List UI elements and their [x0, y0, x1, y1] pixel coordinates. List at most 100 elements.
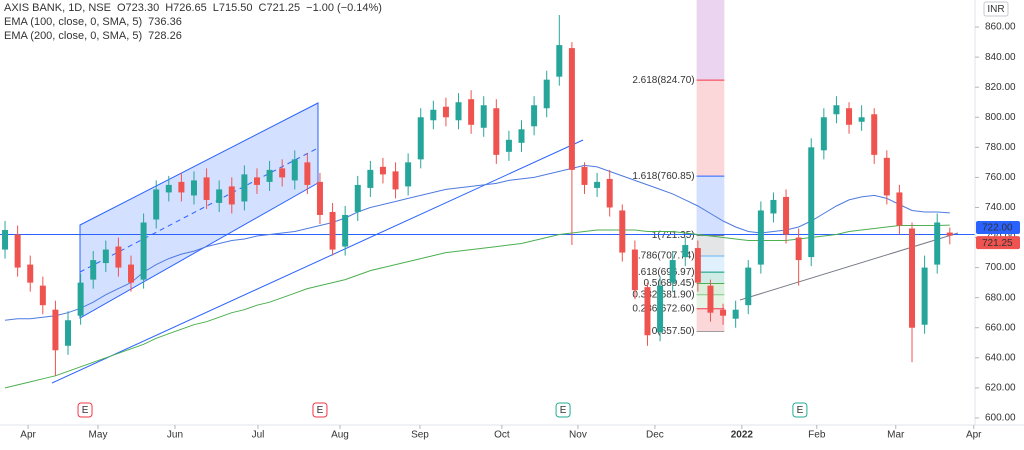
y-tick-label: 620.00	[985, 383, 1016, 394]
candle-body	[304, 162, 311, 185]
candle-body	[52, 309, 59, 351]
fib-zone	[696, 255, 725, 273]
candle-body	[216, 189, 223, 203]
candle-body	[316, 181, 323, 215]
candle-body	[619, 210, 626, 253]
price-tag-label: 722.00	[982, 223, 1013, 234]
fib-label: 1(721.35)	[652, 230, 695, 241]
x-tick-label: Nov	[569, 430, 587, 441]
candle-body	[405, 162, 412, 187]
candle-body	[909, 228, 916, 328]
currency: INR	[987, 4, 1004, 15]
candle-body	[631, 249, 638, 291]
candle-body	[14, 234, 21, 268]
y-tick-label: 600.00	[985, 413, 1016, 424]
candle-body	[795, 237, 802, 261]
legend-ohlc: −1.00 (−0.14%)	[306, 2, 382, 14]
candle-body	[2, 230, 9, 250]
candle-body	[430, 109, 437, 121]
plot-area: 0(657.50) 0.236(672.60) 0.382(681.90)0.5(6…	[0, 0, 975, 389]
x-tick-label: Dec	[646, 430, 664, 441]
legend-ohlc: C721.25	[259, 2, 301, 14]
fib-label: 2.618(824.70)	[632, 75, 694, 86]
y-tick-label: 860.00	[985, 22, 1016, 33]
candle-body	[27, 264, 34, 283]
candle-body	[518, 129, 525, 143]
legend-ohlc: L715.50	[213, 2, 253, 14]
candle-body	[379, 166, 386, 175]
legend: AXIS BANK, 1D, NSE O723.30 H726.65 L715.50 C…	[4, 2, 382, 42]
candle-body	[90, 260, 97, 280]
candle-body	[153, 189, 160, 220]
fib-label: 0.786(707.74)	[632, 251, 694, 262]
candle-body	[934, 222, 941, 265]
price-tag-label: 721.25	[982, 238, 1013, 249]
candle-body	[883, 157, 890, 196]
candle-body	[39, 285, 46, 306]
parallel-channel	[79, 102, 319, 319]
candle-body	[392, 171, 399, 190]
y-tick-label: 760.00	[985, 172, 1016, 183]
x-tick-label: Apr	[966, 430, 982, 441]
candle-body	[442, 106, 449, 118]
candle-body	[468, 99, 475, 125]
event-label: E	[797, 405, 804, 416]
price-tag	[976, 236, 1020, 250]
candle-body	[820, 117, 827, 151]
x-tick-label: May	[89, 430, 108, 441]
y-tick-label: 700.00	[985, 262, 1016, 273]
y-tick-label: 740.00	[985, 202, 1016, 213]
candle-body	[682, 245, 689, 258]
y-tick-label: 640.00	[985, 352, 1016, 363]
candle-body	[178, 181, 185, 193]
candle-body	[291, 159, 298, 181]
candle-body	[253, 177, 260, 185]
fib-zone	[696, 235, 725, 256]
candle-body	[606, 178, 613, 208]
candle-body	[505, 139, 512, 152]
candle-body	[241, 174, 248, 202]
candle-body	[556, 45, 563, 77]
ema-line	[4, 224, 950, 389]
candle-body	[203, 177, 210, 200]
fib-label: 0.382(681.90)	[632, 289, 694, 300]
fib-label: 0.618(696.97)	[632, 267, 694, 278]
candle-body	[896, 192, 903, 226]
candle-body	[808, 147, 815, 258]
x-tick-label: Oct	[494, 430, 510, 441]
fib-label: 0.236(672.60)	[632, 303, 694, 314]
candle-body	[480, 105, 487, 128]
event-marker	[312, 402, 328, 418]
legend-series-name: EMA (200, close, 0, SMA, 5)	[4, 30, 142, 42]
candle-body	[946, 232, 953, 236]
trend-line	[739, 232, 959, 301]
candle-body	[493, 108, 500, 155]
y-tick-label: 680.00	[985, 292, 1016, 303]
candle-body	[669, 260, 676, 283]
x-tick-label: Jun	[167, 430, 183, 441]
candle-body	[745, 267, 752, 306]
candle-body	[568, 48, 575, 170]
x-tick-label: 2022	[731, 430, 754, 441]
candle-body	[279, 168, 286, 178]
event-marker	[792, 402, 808, 418]
price-tag	[976, 221, 1020, 235]
y-tick-label: 780.00	[985, 142, 1016, 153]
candle-body	[165, 184, 172, 193]
candle-body	[644, 287, 651, 336]
legend-ohlc: H726.65	[165, 2, 207, 14]
event-marker	[555, 402, 571, 418]
trend-line	[51, 139, 584, 384]
candle-body	[417, 117, 424, 160]
candle-body	[858, 117, 865, 122]
candle-body	[140, 222, 147, 280]
candle-body	[694, 248, 701, 283]
fib-zone	[696, 272, 725, 284]
candle-body	[543, 79, 550, 109]
candle-body	[115, 246, 122, 268]
legend-ohlc: O723.30	[117, 2, 159, 14]
candle-body	[102, 249, 109, 264]
x-tick-label: Aug	[331, 430, 349, 441]
